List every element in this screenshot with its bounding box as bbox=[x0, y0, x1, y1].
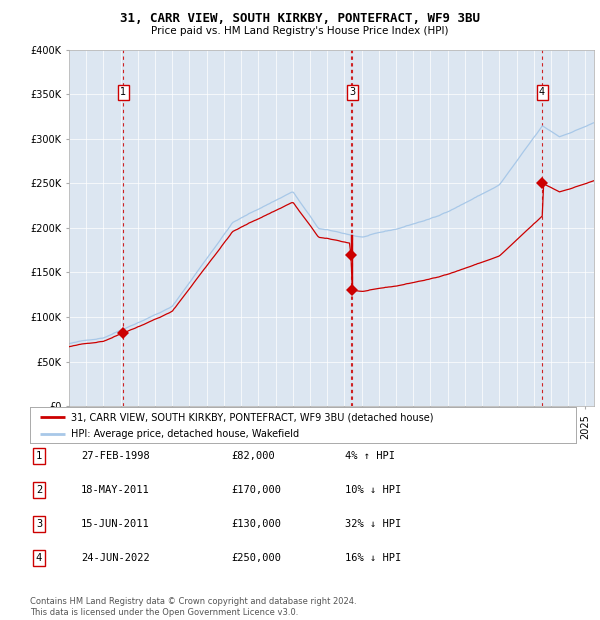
Text: 10% ↓ HPI: 10% ↓ HPI bbox=[345, 485, 401, 495]
Text: 1: 1 bbox=[36, 451, 42, 461]
Text: HPI: Average price, detached house, Wakefield: HPI: Average price, detached house, Wake… bbox=[71, 429, 299, 440]
Text: £250,000: £250,000 bbox=[231, 553, 281, 563]
Text: 27-FEB-1998: 27-FEB-1998 bbox=[81, 451, 150, 461]
Text: £170,000: £170,000 bbox=[231, 485, 281, 495]
Text: 2: 2 bbox=[36, 485, 42, 495]
Text: 4: 4 bbox=[539, 87, 545, 97]
Text: 3: 3 bbox=[349, 87, 355, 97]
Text: £130,000: £130,000 bbox=[231, 519, 281, 529]
Text: 3: 3 bbox=[36, 519, 42, 529]
Text: 16% ↓ HPI: 16% ↓ HPI bbox=[345, 553, 401, 563]
Text: 4: 4 bbox=[36, 553, 42, 563]
Text: 15-JUN-2011: 15-JUN-2011 bbox=[81, 519, 150, 529]
Text: 32% ↓ HPI: 32% ↓ HPI bbox=[345, 519, 401, 529]
Text: 18-MAY-2011: 18-MAY-2011 bbox=[81, 485, 150, 495]
Text: Price paid vs. HM Land Registry's House Price Index (HPI): Price paid vs. HM Land Registry's House … bbox=[151, 26, 449, 36]
Text: 4% ↑ HPI: 4% ↑ HPI bbox=[345, 451, 395, 461]
Text: 1: 1 bbox=[120, 87, 126, 97]
Text: 24-JUN-2022: 24-JUN-2022 bbox=[81, 553, 150, 563]
Text: 31, CARR VIEW, SOUTH KIRKBY, PONTEFRACT, WF9 3BU (detached house): 31, CARR VIEW, SOUTH KIRKBY, PONTEFRACT,… bbox=[71, 412, 433, 422]
Text: Contains HM Land Registry data © Crown copyright and database right 2024.
This d: Contains HM Land Registry data © Crown c… bbox=[30, 598, 356, 617]
Text: £82,000: £82,000 bbox=[231, 451, 275, 461]
Text: 31, CARR VIEW, SOUTH KIRKBY, PONTEFRACT, WF9 3BU: 31, CARR VIEW, SOUTH KIRKBY, PONTEFRACT,… bbox=[120, 12, 480, 25]
